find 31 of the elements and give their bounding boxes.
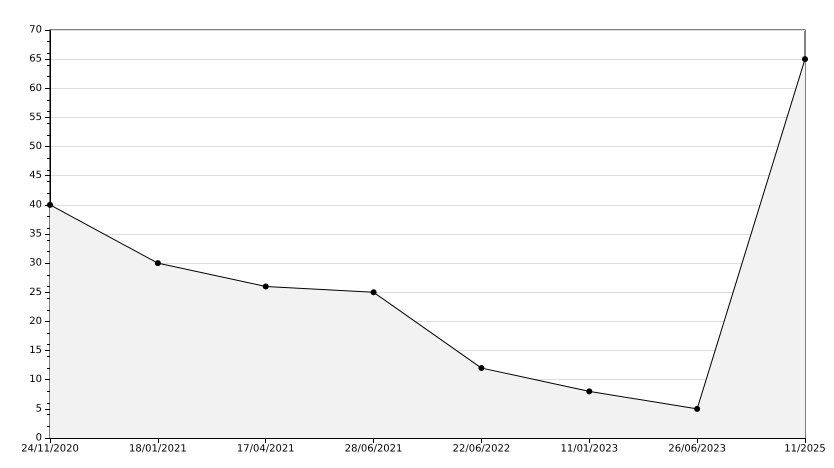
x-tick-label: 11/2025 — [784, 444, 826, 454]
y-tick-label: 5 — [36, 403, 42, 414]
y-tick-label: 55 — [29, 112, 42, 123]
point — [694, 406, 700, 412]
y-tick-label: 45 — [29, 170, 42, 182]
point — [262, 283, 269, 290]
point — [154, 260, 161, 266]
y-tick-label: 20 — [29, 316, 42, 327]
x-tick-label: 26/06/2023 — [668, 444, 726, 454]
x-tick-label: 18/01/2021 — [129, 444, 187, 454]
y-tick-label: 30 — [29, 258, 42, 269]
y-tick-label: 15 — [29, 345, 42, 356]
y-tick-label: 70 — [29, 24, 42, 36]
x-tick-label: 17/04/2021 — [236, 444, 295, 454]
point — [802, 56, 808, 62]
y-tick-label: 0 — [36, 432, 42, 444]
point — [478, 365, 484, 372]
x-tick-label: 28/06/2021 — [344, 444, 402, 454]
x-tick-label: 22/06/2022 — [452, 444, 510, 454]
y-tick-label: 35 — [29, 228, 42, 240]
point — [370, 289, 377, 296]
y-tick-label: 10 — [29, 374, 42, 386]
y-tick-label: 40 — [29, 199, 42, 210]
y-tick-label: 50 — [29, 141, 42, 152]
y-tick-label: 60 — [29, 82, 42, 94]
point — [47, 202, 53, 208]
x-tick-label: 11/01/2023 — [560, 444, 618, 454]
x-tick-label: 24/11/2020 — [21, 444, 79, 454]
y-tick-label: 65 — [29, 54, 42, 65]
point — [586, 388, 592, 394]
y-tick-label: 25 — [29, 286, 42, 298]
